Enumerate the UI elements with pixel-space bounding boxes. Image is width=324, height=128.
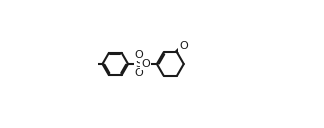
Text: O: O — [142, 59, 150, 69]
Text: S: S — [135, 59, 143, 69]
Text: O: O — [135, 68, 144, 78]
Text: O: O — [135, 50, 144, 60]
Text: O: O — [179, 41, 188, 51]
